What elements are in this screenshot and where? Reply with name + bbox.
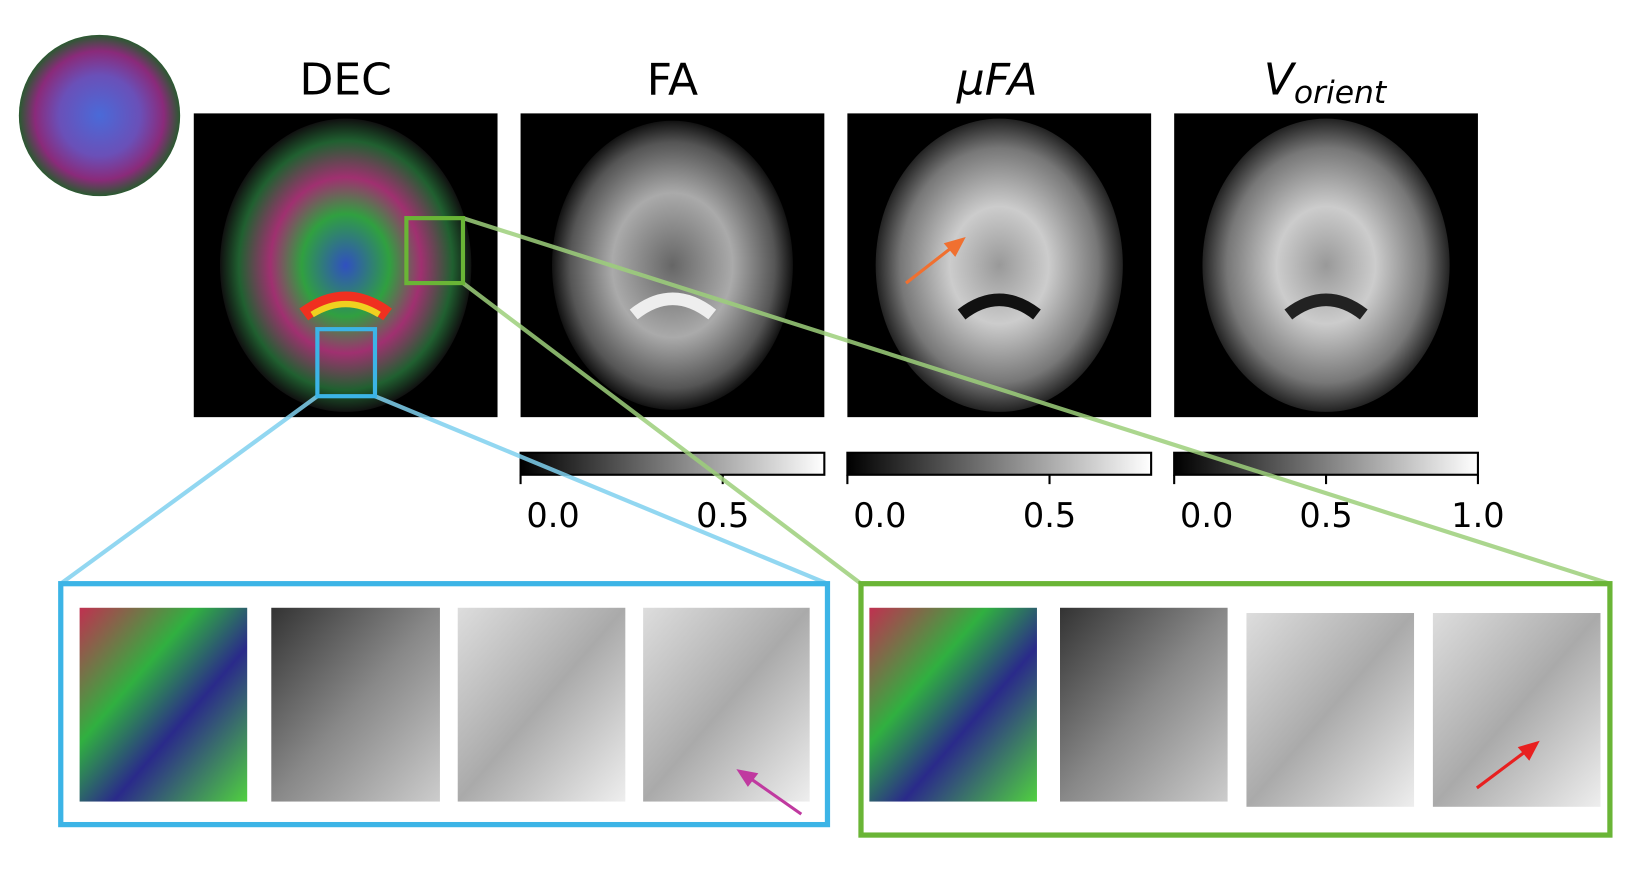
dec-brain — [219, 118, 472, 412]
zoom-tiles — [79, 607, 1601, 807]
zoom-fa — [1060, 607, 1228, 802]
zoom-vorient — [643, 607, 810, 802]
panel-title: FA — [647, 55, 698, 106]
panel-title: μFA — [956, 55, 1038, 106]
zoom-ufa — [457, 607, 626, 802]
colorbar — [846, 451, 1153, 476]
panel-title: DEC — [299, 55, 391, 106]
colorbar-ticks — [519, 474, 1479, 485]
zoom-vorient — [1432, 613, 1601, 807]
colorbar-tick-label: 0.0 — [526, 496, 579, 535]
vorient-brain — [1202, 118, 1450, 412]
colorbar-tick-label: 0.5 — [1299, 496, 1352, 535]
colorbar-tick-label: 0.5 — [1023, 496, 1076, 535]
arrows — [736, 236, 1540, 816]
color-sphere — [18, 34, 181, 197]
brain-images — [193, 113, 1478, 418]
title-subscript: orient — [1294, 75, 1388, 111]
zoom-dec — [79, 607, 248, 802]
zoom-ufa — [1246, 613, 1415, 807]
roi-connectors — [58, 216, 1613, 838]
colorbar-tick-label: 0.5 — [696, 496, 749, 535]
fa-brain — [551, 120, 793, 410]
ufa-brain — [875, 118, 1123, 412]
colorbar-tick-label: 0.0 — [1180, 496, 1233, 535]
colorbars: 0.0 0.5 0.0 0.5 0.0 0.5 1.0 — [519, 451, 1505, 535]
zoom-dec — [869, 607, 1037, 802]
panel-title: Vorient — [1264, 55, 1388, 111]
zoom-fa — [271, 607, 440, 802]
colorbar-tick-label: 1.0 — [1451, 496, 1504, 535]
colorbar — [519, 451, 826, 476]
colorbar-tick-label: 0.0 — [853, 496, 906, 535]
colorbar — [1173, 451, 1479, 476]
title-main: V — [1264, 55, 1297, 106]
